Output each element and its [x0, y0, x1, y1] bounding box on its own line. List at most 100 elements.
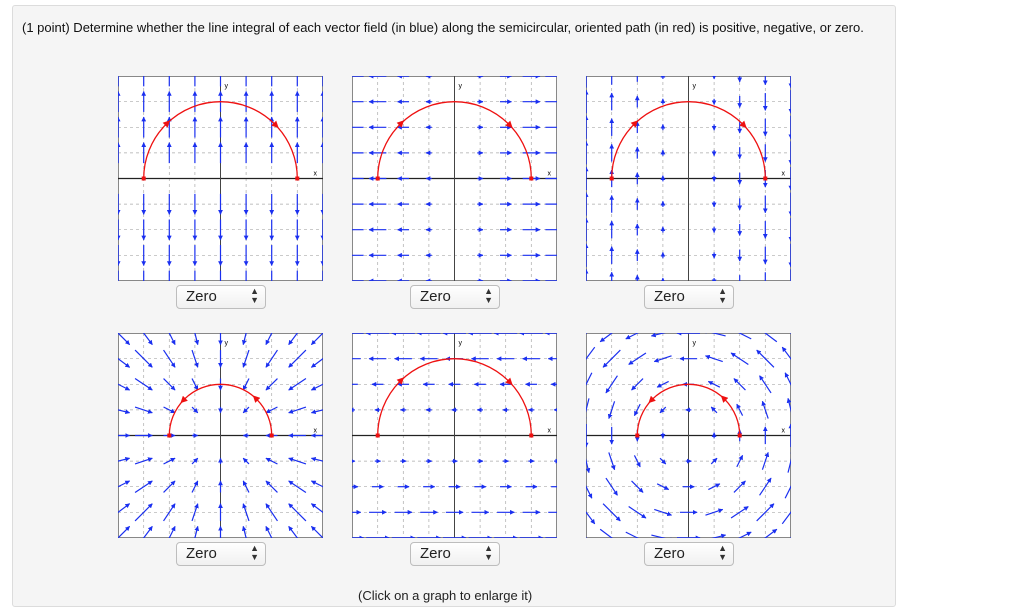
field-arrow [310, 409, 323, 415]
y-axis-label: y [225, 83, 229, 90]
field-arrow [242, 503, 250, 522]
up-down-chevron-icon: ▲ ▼ [718, 286, 727, 305]
field-arrow [118, 409, 131, 415]
field-arrow [586, 333, 588, 335]
field-arrow [738, 531, 752, 538]
field-arrow [605, 477, 618, 496]
field-arrow [118, 333, 131, 346]
field-arrow [163, 503, 176, 522]
field-arrow [310, 383, 323, 391]
path-direction-arrow [252, 395, 261, 403]
field-arrow [651, 534, 675, 538]
field-arrow [163, 457, 176, 465]
field-arrow [650, 333, 666, 338]
field-arrow [599, 528, 613, 538]
field-arrow [288, 349, 307, 368]
field-arrow [265, 349, 278, 368]
answer-value: Zero [654, 288, 685, 305]
field-arrow [625, 531, 639, 538]
path-endpoint [737, 433, 742, 438]
field-arrow [265, 378, 278, 391]
answer-select-6[interactable]: Zero ▲ ▼ [644, 542, 734, 566]
field-arrow [118, 456, 131, 462]
field-arrow [118, 503, 131, 514]
field-arrow [738, 333, 752, 340]
field-arrow [191, 378, 199, 391]
field-arrow [707, 380, 721, 388]
x-axis-label: x [314, 428, 318, 435]
field-arrow [702, 333, 726, 337]
path-direction-arrow [396, 377, 405, 385]
field-arrow [265, 406, 278, 414]
field-arrow [168, 333, 176, 346]
path-direction-arrow [739, 120, 747, 129]
semicircle-path [636, 383, 741, 436]
path-direction-arrow [396, 120, 405, 128]
path-direction-arrow [648, 395, 656, 404]
field-arrow [605, 375, 618, 394]
answer-select-3[interactable]: Zero ▲ ▼ [644, 285, 734, 309]
field-arrow [628, 506, 647, 519]
field-arrow [310, 456, 323, 462]
semicircle-path [611, 101, 766, 179]
x-axis-label: x [548, 428, 552, 435]
problem-card: (1 point) Determine whether the line int… [12, 5, 896, 607]
field-arrow [761, 400, 769, 419]
field-arrow [759, 477, 772, 496]
answer-select-4[interactable]: Zero ▲ ▼ [176, 542, 266, 566]
x-axis-label: x [782, 428, 786, 435]
field-arrow [786, 397, 791, 413]
answer-value: Zero [420, 545, 451, 562]
field-arrow [586, 458, 591, 474]
field-arrow [288, 457, 307, 465]
path-endpoint [635, 433, 640, 438]
field-arrow [659, 406, 667, 414]
field-arrow [659, 457, 667, 465]
path-endpoint [529, 433, 534, 438]
field-arrow [191, 503, 199, 522]
field-arrow [134, 503, 153, 522]
field-arrow [705, 508, 724, 516]
field-arrow [586, 346, 596, 360]
field-arrow [586, 511, 596, 525]
field-arrow [310, 357, 323, 368]
field-arrow [656, 483, 670, 491]
y-axis-label: y [225, 340, 229, 347]
field-arrow [310, 503, 323, 514]
field-arrow [607, 401, 616, 419]
field-arrow [710, 406, 718, 414]
field-arrow [736, 403, 744, 416]
up-down-chevron-icon: ▲ ▼ [250, 286, 259, 305]
path-direction-arrow [180, 395, 188, 404]
field-arrow [631, 378, 644, 391]
answer-value: Zero [186, 288, 217, 305]
field-arrow [708, 483, 721, 491]
answer-select-2[interactable]: Zero ▲ ▼ [410, 285, 500, 309]
field-arrow [163, 480, 176, 493]
field-arrow [730, 506, 749, 519]
path-direction-arrow [720, 395, 729, 403]
path-endpoint [529, 176, 534, 181]
field-arrow [608, 452, 616, 471]
answer-select-5[interactable]: Zero ▲ ▼ [410, 542, 500, 566]
field-arrow [764, 333, 778, 343]
field-arrow [288, 333, 299, 346]
semicircle-path [143, 101, 298, 179]
x-axis-label: x [548, 171, 552, 178]
field-arrow [194, 525, 200, 538]
path-endpoint [269, 433, 274, 438]
answer-value: Zero [654, 545, 685, 562]
field-arrow [653, 355, 672, 363]
enlarge-hint: (Click on a graph to enlarge it) [358, 588, 533, 603]
field-arrow [242, 349, 250, 368]
answer-select-1[interactable]: Zero ▲ ▼ [176, 285, 266, 309]
field-arrow [310, 525, 323, 538]
field-arrow [733, 480, 746, 493]
x-axis-label: x [782, 171, 786, 178]
